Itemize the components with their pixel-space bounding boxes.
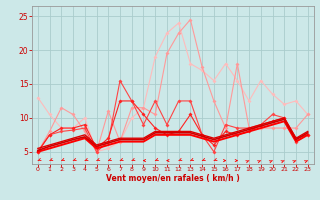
X-axis label: Vent moyen/en rafales ( km/h ): Vent moyen/en rafales ( km/h ) — [106, 174, 240, 183]
